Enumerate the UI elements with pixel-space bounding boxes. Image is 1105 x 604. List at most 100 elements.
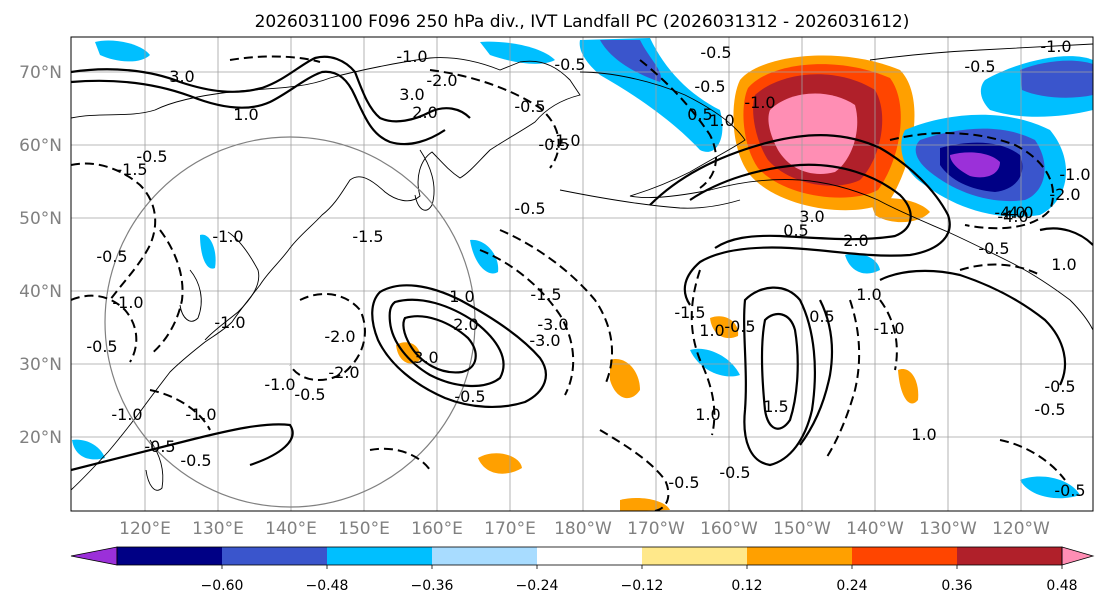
contour-label: -2.0	[324, 327, 355, 346]
contour-label: -0.5	[1044, 377, 1075, 396]
contour-label: 0.5	[809, 307, 834, 326]
lat-label: 20°N	[19, 428, 62, 448]
colorbar-segment	[642, 547, 748, 565]
contour-label: -0.5	[514, 199, 545, 218]
contour-neg-14	[369, 447, 431, 471]
contour-label: 1.0	[709, 111, 734, 130]
contour-label: -3.0	[529, 331, 560, 350]
contour-label: 0.5	[783, 221, 808, 240]
map-area	[70, 36, 1094, 512]
contour-label: -0.5	[1054, 481, 1085, 500]
colorbar-ticks: −0.60 −0.48 −0.36 −0.24 −0.12 0.12 0.24 0.36 0.4…	[201, 565, 1078, 594]
coast-asia	[71, 57, 581, 491]
lon-label: 140°W	[846, 519, 904, 539]
contour-label: 3.0	[799, 207, 824, 226]
contour-label: 3.0	[399, 85, 424, 104]
contour-label: -4.0	[1002, 203, 1033, 222]
shade-japan-negative	[200, 234, 216, 269]
contour-neg-12	[879, 299, 898, 371]
lon-label: 120°W	[992, 519, 1050, 539]
coast-korea	[179, 269, 202, 322]
shade-bering-negative	[579, 38, 723, 152]
contour-neg-16	[959, 263, 1041, 276]
contour-neg-6	[499, 229, 613, 386]
contour-label: -4.0	[997, 207, 1028, 226]
coast-japan	[204, 231, 260, 341]
contour-label: 0.5	[687, 105, 712, 124]
contour-label: -2.0	[1049, 185, 1080, 204]
shade-se-negative	[1020, 476, 1080, 499]
contour-label: -0.5	[538, 135, 569, 154]
contour-label: -0.5	[724, 317, 755, 336]
contour-label: -0.5	[719, 463, 750, 482]
lon-label: 130°W	[919, 519, 977, 539]
shade-westpac-positive	[396, 342, 421, 364]
contour-pos-alaska2	[689, 163, 912, 249]
contour-label: -1.0	[214, 313, 245, 332]
contour-lines-dashed	[71, 55, 1066, 511]
contour-label: -1.0	[1059, 165, 1090, 184]
contour-pos-central	[743, 286, 816, 467]
contour-lines	[71, 55, 1093, 472]
contour-label: 1.0	[233, 105, 258, 124]
contour-label: -0.5	[514, 97, 545, 116]
contour-label: -1.0	[111, 405, 142, 424]
lon-label: 180°W	[554, 519, 612, 539]
contour-pos-subtrop	[71, 423, 294, 472]
colorbar-segments	[70, 546, 1095, 566]
shade-sw-negative	[72, 439, 105, 460]
shade-chukotka-negative	[480, 41, 555, 64]
contour-label: 1.0	[449, 287, 474, 306]
colorbar-tick-label: −0.36	[411, 578, 454, 594]
contour-pos-westpac-outer	[371, 284, 547, 409]
contour-label: -2.0	[426, 71, 457, 90]
contour-neg-7	[429, 69, 560, 169]
contour-neg-11	[824, 299, 861, 461]
contour-label: 1.0	[699, 321, 724, 340]
shade-midpac-negative	[470, 239, 499, 274]
lon-label: 120°E	[119, 519, 171, 539]
contour-label: -0.5	[694, 77, 725, 96]
shade-bering-negative-strong	[600, 40, 661, 82]
coast-aleutians	[559, 189, 741, 209]
contour-label: -1.0	[185, 405, 216, 424]
contour-label: 1.5	[763, 397, 788, 416]
lat-label: 30°N	[19, 355, 62, 375]
shade-hawaii-positive	[620, 498, 670, 511]
lon-label: 160°W	[700, 519, 758, 539]
lat-label: 40°N	[19, 282, 62, 302]
colorbar-extend-high	[1061, 546, 1095, 566]
contour-label: 1.0	[856, 285, 881, 304]
contour-neg-3	[149, 229, 184, 356]
contour-label: -0.5	[700, 43, 731, 62]
colorbar-tick-label: 0.48	[1046, 578, 1077, 594]
contour-label: -1.0	[396, 47, 427, 66]
contour-label: -1.0	[1040, 37, 1071, 56]
contour-label: -1.0	[549, 131, 580, 150]
colorbar-frame	[116, 546, 1063, 566]
contour-neg-5	[479, 249, 575, 396]
contour-neg-1	[71, 162, 157, 301]
lon-label: 130°E	[192, 519, 244, 539]
figure-title: 2026031100 F096 250 hPa div., IVT Landfa…	[255, 12, 910, 32]
contour-label: -1.5	[674, 303, 705, 322]
shade-nepac-positive	[898, 369, 919, 404]
coast-north-america	[869, 43, 1093, 61]
shade-siberia-negative	[95, 40, 150, 62]
contour-label: -0.5	[1034, 400, 1065, 419]
colorbar-segment	[117, 547, 223, 565]
contour-label: 1.0	[911, 425, 936, 444]
colorbar-segment	[957, 547, 1063, 565]
contour-neg-10	[690, 269, 716, 436]
contour-neg-4	[289, 293, 366, 382]
colorbar-segment	[222, 547, 328, 565]
contour-label: -1.0	[212, 227, 243, 246]
shade-midpac-positive	[610, 359, 640, 399]
contour-pos-westpac-inner	[402, 315, 477, 374]
contour-label: -0.5	[978, 239, 1009, 258]
contour-label: -0.5	[294, 385, 325, 404]
contour-label: -0.5	[454, 387, 485, 406]
contour-labels: 3.01.0-1.0-2.0-0.5-1.52.03.0-0.5-0.5-1.0…	[86, 37, 1090, 500]
contour-neg-18	[229, 55, 321, 63]
coastlines	[71, 43, 1093, 491]
